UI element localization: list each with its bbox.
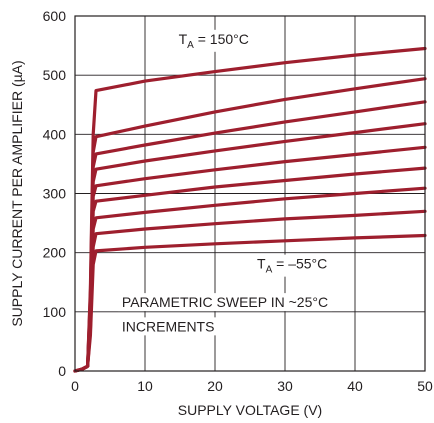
annotation-text: PARAMETRIC SWEEP IN ~25°C — [122, 294, 328, 310]
x-tick-label: 50 — [417, 378, 433, 394]
annotation-text: INCREMENTS — [122, 318, 215, 334]
x-tick-label: 30 — [277, 378, 293, 394]
annotation-background — [117, 317, 219, 336]
y-tick-label: 0 — [58, 363, 66, 379]
series-group — [73, 46, 427, 373]
x-tick-label: 0 — [71, 378, 79, 394]
x-tick-label: 40 — [347, 378, 363, 394]
x-tick-label: 20 — [207, 378, 223, 394]
y-tick-label: 200 — [43, 245, 67, 261]
series-line — [73, 166, 427, 373]
annotation-text: TA = 150°C — [179, 31, 249, 51]
plot-frame — [74, 15, 426, 372]
annotations: TA = 150°C TA = –55°C PARAMETRIC SWEEP IN … — [122, 31, 328, 335]
series-line — [73, 209, 427, 373]
series-line — [73, 46, 427, 373]
y-tick-label: 600 — [43, 8, 67, 24]
x-axis-title: SUPPLY VOLTAGE (V) — [178, 402, 322, 418]
annotation-background — [174, 29, 253, 52]
annotation-background — [253, 254, 332, 277]
y-axis-title: SUPPLY CURRENT PER AMPLIFIER (µA) — [9, 60, 25, 326]
annotation-background — [117, 293, 333, 312]
annotation-backgrounds — [117, 29, 333, 336]
y-tick-label: 300 — [43, 186, 67, 202]
y-tick-label: 100 — [43, 304, 67, 320]
y-tick-label: 500 — [43, 67, 67, 83]
x-tick-label: 10 — [137, 378, 153, 394]
gridlines — [75, 16, 425, 371]
series-line — [73, 145, 427, 373]
annotation-text: TA = –55°C — [257, 256, 327, 276]
y-tick-label: 400 — [43, 126, 67, 142]
